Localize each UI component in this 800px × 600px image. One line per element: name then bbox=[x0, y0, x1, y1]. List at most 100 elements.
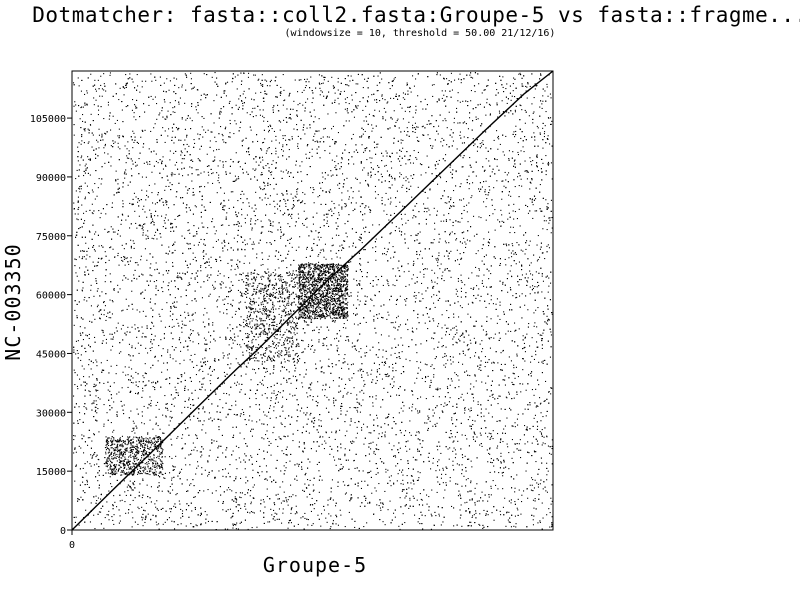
noise-dot bbox=[235, 528, 237, 530]
noise-dot bbox=[424, 381, 426, 383]
noise-dot bbox=[243, 438, 245, 440]
noise-dot bbox=[165, 118, 167, 120]
noise-dot bbox=[187, 230, 189, 232]
noise-dot bbox=[300, 79, 302, 81]
noise-dot bbox=[502, 151, 504, 153]
noise-dot bbox=[161, 162, 163, 164]
noise-dot bbox=[453, 327, 455, 329]
noise-dot bbox=[438, 291, 440, 293]
noise-dot bbox=[203, 73, 205, 75]
noise-dot bbox=[124, 145, 126, 147]
noise-dot bbox=[482, 140, 484, 142]
noise-dot bbox=[387, 469, 389, 471]
noise-dot bbox=[432, 409, 434, 411]
noise-dot bbox=[157, 475, 159, 477]
noise-dot bbox=[265, 152, 267, 154]
noise-dot bbox=[302, 223, 304, 225]
noise-dot bbox=[387, 283, 389, 285]
noise-dot bbox=[143, 377, 145, 379]
noise-dot bbox=[260, 499, 262, 501]
noise-dot bbox=[240, 325, 242, 327]
noise-dot bbox=[99, 318, 101, 320]
noise-dot bbox=[428, 496, 430, 498]
noise-dot bbox=[280, 235, 282, 237]
noise-dot bbox=[515, 263, 517, 265]
noise-dot bbox=[363, 526, 365, 528]
noise-dot bbox=[546, 207, 548, 209]
noise-dot bbox=[98, 210, 100, 212]
noise-dot bbox=[439, 175, 441, 177]
noise-dot bbox=[522, 369, 524, 371]
noise-dot bbox=[516, 296, 518, 298]
noise-dot bbox=[465, 243, 467, 245]
noise-dot bbox=[512, 295, 514, 297]
noise-dot bbox=[532, 519, 534, 521]
noise-dot bbox=[223, 90, 225, 92]
noise-dot bbox=[346, 177, 348, 179]
noise-dot bbox=[534, 322, 536, 324]
noise-dot bbox=[295, 387, 297, 389]
noise-dot bbox=[74, 435, 76, 437]
noise-dot bbox=[500, 408, 502, 410]
noise-dot bbox=[472, 142, 474, 144]
noise-dot bbox=[547, 95, 549, 97]
noise-dot bbox=[463, 205, 465, 207]
noise-dot bbox=[429, 420, 431, 422]
noise-dot bbox=[318, 339, 320, 341]
noise-dot bbox=[529, 270, 531, 272]
noise-dot bbox=[358, 421, 360, 423]
noise-dot bbox=[436, 210, 438, 212]
noise-dot bbox=[474, 487, 476, 489]
noise-dot bbox=[261, 74, 263, 76]
noise-dot bbox=[322, 248, 324, 250]
noise-dot bbox=[514, 515, 516, 517]
noise-dot bbox=[317, 232, 319, 234]
noise-dot bbox=[148, 439, 150, 441]
noise-dot bbox=[234, 175, 236, 177]
noise-dot bbox=[275, 139, 277, 141]
noise-dot bbox=[358, 351, 360, 353]
noise-dot bbox=[525, 389, 527, 391]
noise-dot bbox=[542, 162, 544, 164]
noise-dot bbox=[356, 409, 358, 411]
noise-dot bbox=[188, 207, 190, 209]
noise-dot bbox=[362, 470, 364, 472]
noise-dot bbox=[486, 98, 488, 100]
noise-dot bbox=[124, 177, 126, 179]
noise-dot bbox=[342, 173, 344, 175]
noise-dot bbox=[197, 244, 199, 246]
noise-dot bbox=[205, 348, 207, 350]
noise-dot bbox=[194, 312, 196, 314]
noise-dot bbox=[311, 231, 313, 233]
noise-dot bbox=[224, 298, 226, 300]
noise-dot bbox=[402, 479, 404, 481]
noise-dot bbox=[486, 316, 488, 318]
noise-dot bbox=[385, 119, 387, 121]
noise-dot bbox=[435, 258, 437, 260]
noise-dot bbox=[252, 428, 254, 430]
noise-dot bbox=[136, 278, 138, 280]
noise-dot bbox=[125, 74, 127, 76]
noise-dot bbox=[442, 356, 444, 358]
noise-dot bbox=[330, 175, 332, 177]
noise-dot bbox=[171, 319, 173, 321]
noise-dot bbox=[535, 461, 537, 463]
noise-dot bbox=[154, 389, 156, 391]
noise-dot bbox=[203, 226, 205, 228]
noise-dot bbox=[481, 280, 483, 282]
noise-dot bbox=[277, 156, 279, 158]
noise-dot bbox=[365, 105, 367, 107]
noise-dot bbox=[308, 432, 310, 434]
noise-dot bbox=[384, 490, 386, 492]
noise-dot bbox=[261, 174, 263, 176]
noise-dot bbox=[420, 369, 422, 371]
noise-dot bbox=[176, 493, 178, 495]
noise-dot bbox=[477, 403, 479, 405]
noise-dot bbox=[514, 232, 516, 234]
noise-dot bbox=[435, 515, 437, 517]
noise-dot bbox=[166, 302, 168, 304]
noise-dot bbox=[109, 72, 111, 74]
noise-dot bbox=[247, 76, 249, 78]
noise-dot bbox=[516, 242, 518, 244]
noise-dot bbox=[322, 294, 324, 296]
